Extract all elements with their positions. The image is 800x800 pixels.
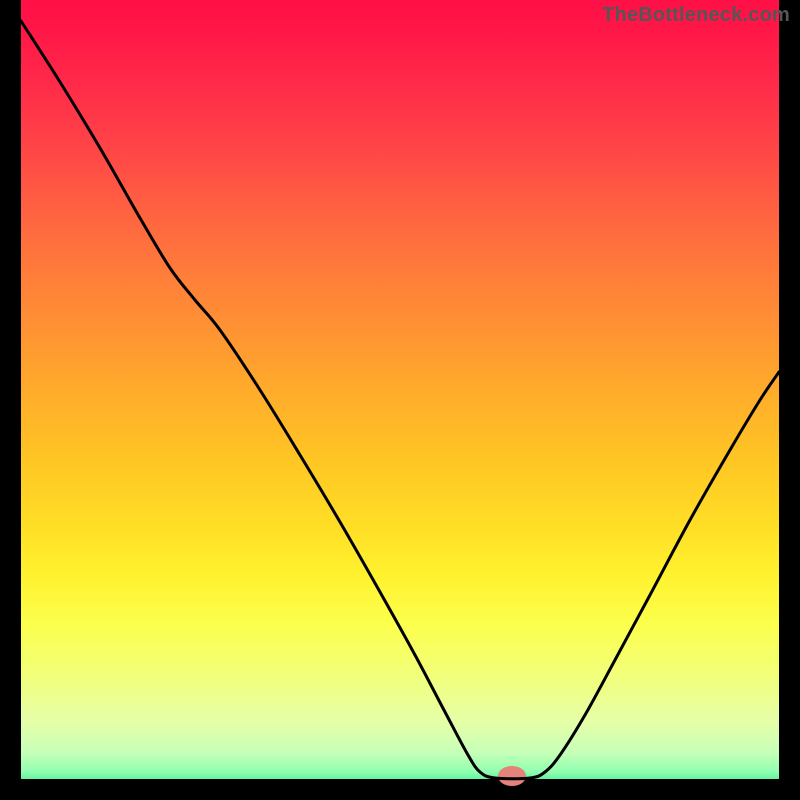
bottleneck-curve xyxy=(21,21,779,779)
chart-overlay xyxy=(0,0,800,800)
chart-container: TheBottleneck.com xyxy=(0,0,800,800)
minimum-marker xyxy=(498,766,526,786)
axis-bar-bottom xyxy=(0,779,800,800)
axis-bar-right xyxy=(779,0,800,800)
axis-bar-left xyxy=(0,0,21,800)
watermark-text: TheBottleneck.com xyxy=(602,4,790,27)
